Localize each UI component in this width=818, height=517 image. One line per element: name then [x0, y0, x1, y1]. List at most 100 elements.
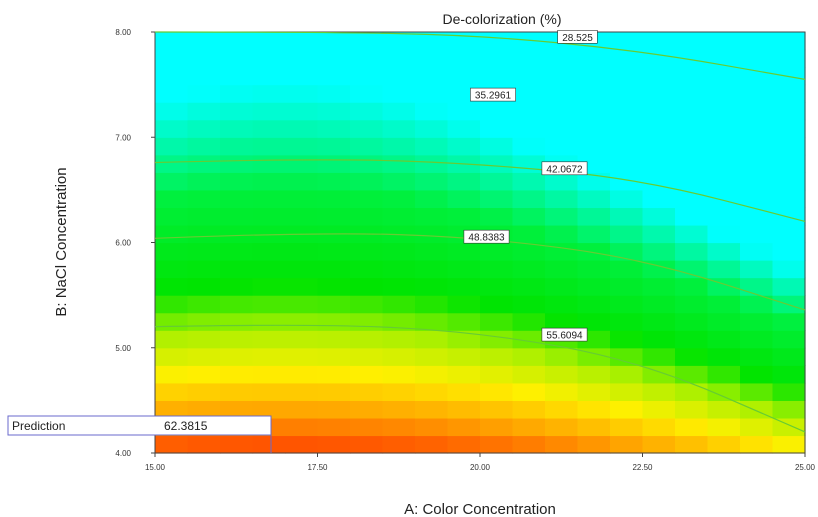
heatmap-cell [675, 435, 709, 454]
heatmap-cell [415, 224, 449, 244]
heatmap-cell [285, 172, 319, 191]
x-tick-label: 17.50 [307, 463, 328, 472]
heatmap-cell [155, 154, 189, 173]
heatmap-cell [610, 330, 644, 349]
heatmap-cell [382, 137, 416, 156]
heatmap-cell [610, 260, 644, 279]
heatmap-cell [480, 102, 514, 121]
heatmap-cell [610, 224, 644, 244]
heatmap-cell [772, 400, 806, 419]
heatmap-cell [252, 277, 286, 296]
heatmap-cell [577, 260, 611, 279]
heatmap-cell [415, 242, 449, 261]
heatmap-cell [415, 189, 449, 209]
heatmap-cell [740, 312, 774, 331]
heatmap-cell [577, 295, 611, 314]
heatmap-cell [545, 277, 579, 296]
heatmap-cell [252, 84, 286, 103]
heatmap-cell [707, 154, 741, 173]
heatmap-cell [317, 382, 351, 401]
heatmap-cell [382, 295, 416, 314]
heatmap-cell [545, 242, 579, 261]
heatmap-cell [707, 330, 741, 349]
heatmap-cell [772, 119, 806, 138]
heatmap-cell [545, 295, 579, 314]
heatmap-cell [382, 102, 416, 121]
heatmap-cell [220, 435, 254, 454]
heatmap-cell [187, 137, 221, 156]
heatmap-cell [220, 102, 254, 121]
heatmap-cell [317, 67, 351, 86]
contour-label: 28.525 [557, 29, 598, 44]
heatmap-cell [187, 365, 221, 384]
heatmap-cell [155, 312, 189, 331]
heatmap-cell [382, 189, 416, 209]
heatmap-cell [772, 435, 806, 454]
heatmap-cell [707, 400, 741, 419]
heatmap-cell [187, 242, 221, 261]
heatmap-cell [480, 49, 514, 68]
heatmap-cell [382, 277, 416, 296]
heatmap-cell [772, 172, 806, 191]
heatmap-cell [350, 189, 384, 209]
y-tick-label: 4.00 [115, 449, 131, 458]
heatmap-cell [447, 102, 481, 121]
heatmap-cell [252, 67, 286, 86]
heatmap-cell [512, 224, 546, 244]
heatmap-cell [480, 382, 514, 401]
heatmap-cell [480, 277, 514, 296]
heatmap-cell [480, 207, 514, 226]
heatmap-cell [252, 172, 286, 191]
heatmap-cell [772, 32, 806, 51]
heatmap-cell [155, 242, 189, 261]
heatmap-cell [350, 32, 384, 51]
heatmap-cell [415, 84, 449, 103]
contour-label-box [557, 29, 598, 44]
heatmap-cell [707, 49, 741, 68]
heatmap-cell [740, 365, 774, 384]
heatmap-cell [772, 49, 806, 68]
heatmap-cell [642, 207, 676, 226]
heatmap-cell [772, 137, 806, 156]
heatmap-cell [252, 32, 286, 51]
heatmap-cell [772, 224, 806, 244]
heatmap-cell [252, 382, 286, 401]
heatmap-cell [577, 207, 611, 226]
heatmap-cell [675, 32, 709, 51]
heatmap-cell [642, 312, 676, 331]
heatmap-cell [512, 102, 546, 121]
x-tick-label: 25.00 [795, 463, 816, 472]
heatmap-cell [317, 295, 351, 314]
heatmap-cell [772, 312, 806, 331]
heatmap-cell [740, 330, 774, 349]
heatmap-cell [317, 417, 351, 437]
heatmap-cell [155, 330, 189, 349]
heatmap-cell [220, 224, 254, 244]
heatmap-cell [545, 137, 579, 156]
contour-label-text: 55.6094 [546, 331, 583, 342]
heatmap-cell [480, 365, 514, 384]
heatmap-cell [155, 260, 189, 279]
heatmap-cell [610, 119, 644, 138]
heatmap-cell [252, 119, 286, 138]
heatmap-cell [155, 295, 189, 314]
heatmap-cell [675, 172, 709, 191]
heatmap-cell [382, 172, 416, 191]
heatmap-cell [155, 400, 189, 419]
heatmap-cell [220, 242, 254, 261]
heatmap-cell [187, 312, 221, 331]
x-axis-label: A: Color Concentration [404, 501, 556, 517]
heatmap-cell [155, 347, 189, 366]
heatmap-cell [317, 277, 351, 296]
heatmap-cell [610, 84, 644, 103]
heatmap-cell [155, 435, 189, 454]
heatmap-cell [220, 277, 254, 296]
heatmap-cell [512, 382, 546, 401]
heatmap-cell [642, 365, 676, 384]
heatmap-cell [480, 119, 514, 138]
heatmap-cell [577, 312, 611, 331]
heatmap-cell [415, 102, 449, 121]
heatmap-cell [545, 49, 579, 68]
heatmap-cell [675, 242, 709, 261]
heatmap-cell [642, 154, 676, 173]
